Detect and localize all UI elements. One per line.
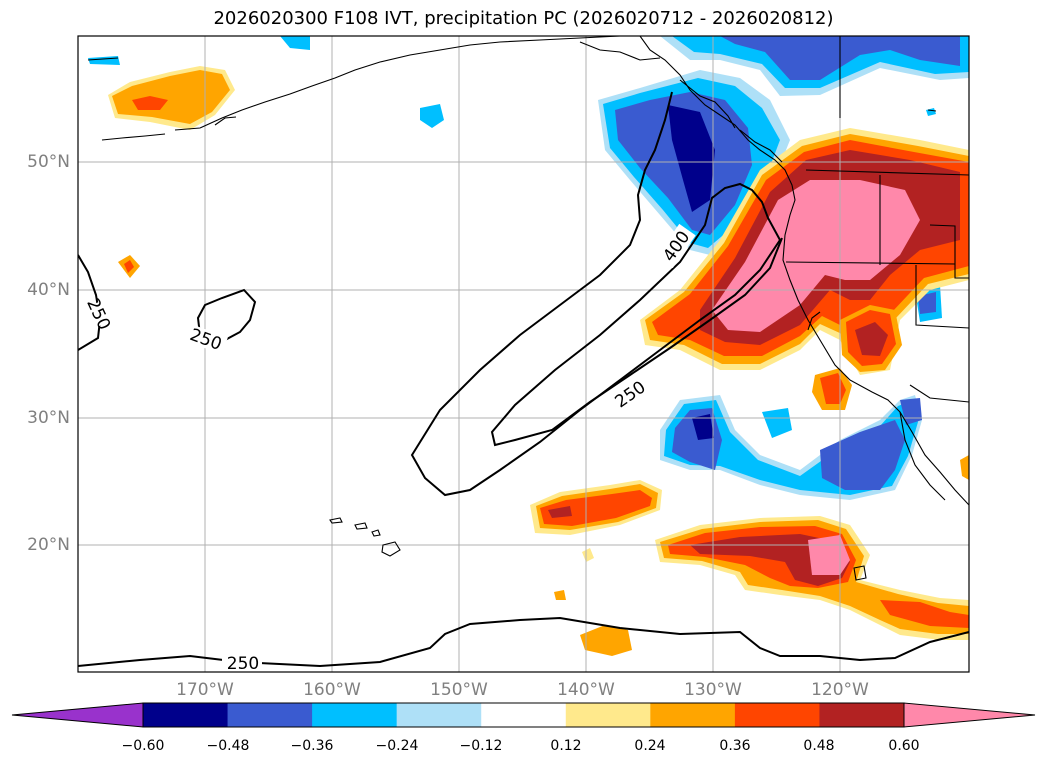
colorbar-tick-label: −0.12	[459, 738, 503, 754]
colorbar-tick-label: 0.36	[719, 738, 751, 754]
colorbar-frame	[142, 702, 905, 728]
colorbar-tick-label: −0.48	[206, 738, 250, 754]
colorbar-tick-label: −0.36	[290, 738, 334, 754]
lat-label: 30°N	[27, 408, 70, 428]
lon-label: 130°W	[684, 680, 742, 700]
lon-label: 160°W	[303, 680, 361, 700]
pos-anomaly-calif	[812, 305, 969, 480]
colorbar-tick-label: 0.12	[550, 738, 582, 754]
contour-label: 250	[187, 325, 224, 355]
lon-label: 120°W	[811, 680, 869, 700]
colorbar-tick-label: 0.60	[888, 738, 920, 754]
colorbar-tick-label: −0.60	[121, 738, 165, 754]
graticule	[78, 36, 969, 672]
colorbar-tick-label: 0.48	[803, 738, 835, 754]
colorbar-segment	[650, 703, 736, 727]
colorbar-min-arrow	[12, 703, 143, 727]
lon-label: 140°W	[557, 680, 615, 700]
lon-label: 150°W	[430, 680, 488, 700]
colorbar-segment	[565, 703, 651, 727]
precip-fill-layer	[88, 36, 969, 656]
coastlines	[87, 36, 969, 581]
map-title: 2026020300 F108 IVT, precipitation PC (2…	[213, 8, 834, 29]
colorbar-segment	[227, 703, 313, 727]
colorbar-max-arrow	[904, 703, 1035, 727]
neg-anomaly-south	[660, 285, 942, 500]
colorbar-segment	[396, 703, 482, 727]
lon-label: 170°W	[176, 680, 234, 700]
colorbar-tick-label: 0.24	[634, 738, 666, 754]
lat-label: 20°N	[27, 535, 70, 555]
colorbar-tick-label: −0.24	[375, 738, 419, 754]
map-frame	[77, 35, 970, 673]
contour-label-group	[76, 223, 696, 672]
colorbar-segment	[312, 703, 398, 727]
lat-label: 50°N	[27, 152, 70, 172]
colorbar	[12, 703, 1035, 727]
colorbar-segment	[481, 703, 567, 727]
colorbar-segment	[819, 703, 905, 727]
pos-anomaly-subtropics	[108, 66, 969, 656]
colorbar-segment	[734, 703, 820, 727]
colorbar-segment	[143, 703, 229, 727]
contour-label: 250	[227, 654, 259, 674]
lat-label: 40°N	[27, 280, 70, 300]
